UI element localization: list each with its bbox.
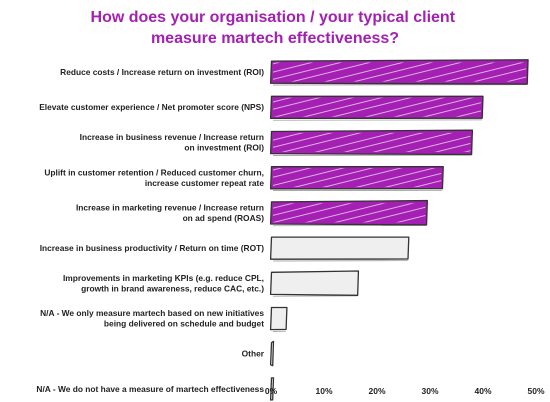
bar-7	[269, 270, 360, 297]
bar-8	[269, 306, 288, 332]
category-label-2-line-1: Elevate customer experience / Net promot…	[39, 102, 264, 112]
bar-1	[269, 59, 529, 86]
bar-2	[269, 95, 484, 121]
x-tick-10pct: 10%	[315, 386, 332, 396]
category-label-3: Increase in business revenue / Increase …	[80, 132, 265, 153]
bar-6-fill	[269, 236, 410, 260]
bar-5-hatch	[273, 203, 426, 223]
bar-7-fill	[269, 270, 360, 296]
category-label-7-line-2: growth in brand awareness, reduce CAC, e…	[81, 283, 264, 293]
category-label-1-line-1: Reduce costs / Increase return on invest…	[60, 67, 264, 77]
category-label-8-line-2: being delivered on schedule and budget	[104, 319, 264, 329]
bar-10	[269, 377, 275, 401]
x-tick-0pct: 0%	[265, 386, 278, 396]
category-label-3-line-2: on investment (ROI)	[184, 143, 264, 153]
x-tick-40pct: 40%	[474, 386, 491, 396]
bar-3	[269, 129, 474, 156]
category-label-4: Uplift in customer retention / Reduced c…	[44, 167, 264, 188]
bar-3-hatch	[273, 132, 471, 152]
category-label-5-line-2: on ad spend (ROAS)	[183, 213, 265, 223]
x-axis-ticks: 0% 10% 20% 30% 40% 50%	[265, 386, 545, 396]
bar-8-fill	[269, 306, 288, 331]
bar-4-hatch	[273, 168, 442, 188]
category-label-4-line-2: increase customer repeat rate	[145, 178, 265, 188]
chart-title-line-1: How does your organisation / your typica…	[91, 9, 456, 26]
category-label-2: Elevate customer experience / Net promot…	[39, 102, 264, 112]
chart-title: How does your organisation / your typica…	[91, 9, 460, 47]
bar-2-hatch	[273, 97, 481, 117]
category-label-7-line-1: Improvements in marketing KPIs (e.g. red…	[63, 273, 264, 283]
bars	[269, 59, 529, 401]
bar-9-fill	[269, 340, 275, 367]
x-tick-50pct: 50%	[527, 386, 544, 396]
category-label-3-line-1: Increase in business revenue / Increase …	[80, 132, 264, 142]
bar-6	[269, 236, 410, 262]
bar-9	[269, 340, 275, 367]
bar-4	[269, 166, 444, 191]
x-tick-30pct: 30%	[421, 386, 438, 396]
chart-title-line-2: measure martech effectiveness?	[151, 30, 399, 47]
category-label-8: N/A - We only measure martech based on n…	[40, 308, 264, 329]
x-tick-20pct: 20%	[368, 386, 385, 396]
category-label-8-line-1: N/A - We only measure martech based on n…	[40, 308, 264, 318]
category-label-6-line-1: Increase in business productivity / Retu…	[40, 243, 265, 253]
category-label-9-line-1: Other	[242, 349, 265, 359]
category-label-4-line-1: Uplift in customer retention / Reduced c…	[44, 167, 264, 177]
category-label-10: N/A - We do not have a measure of martec…	[36, 384, 264, 394]
category-label-9: Other	[242, 349, 265, 359]
category-label-1: Reduce costs / Increase return on invest…	[60, 67, 264, 77]
category-label-6: Increase in business productivity / Retu…	[40, 243, 265, 253]
bar-10-fill	[269, 377, 275, 401]
category-labels: Reduce costs / Increase return on invest…	[36, 67, 264, 394]
bar-1-hatch	[273, 62, 527, 82]
category-label-10-line-1: N/A - We do not have a measure of martec…	[36, 384, 264, 394]
bar-5	[269, 199, 428, 227]
category-label-5-line-1: Increase in marketing revenue / Increase…	[76, 203, 264, 213]
category-label-5: Increase in marketing revenue / Increase…	[76, 203, 264, 224]
category-label-7: Improvements in marketing KPIs (e.g. red…	[63, 273, 264, 294]
